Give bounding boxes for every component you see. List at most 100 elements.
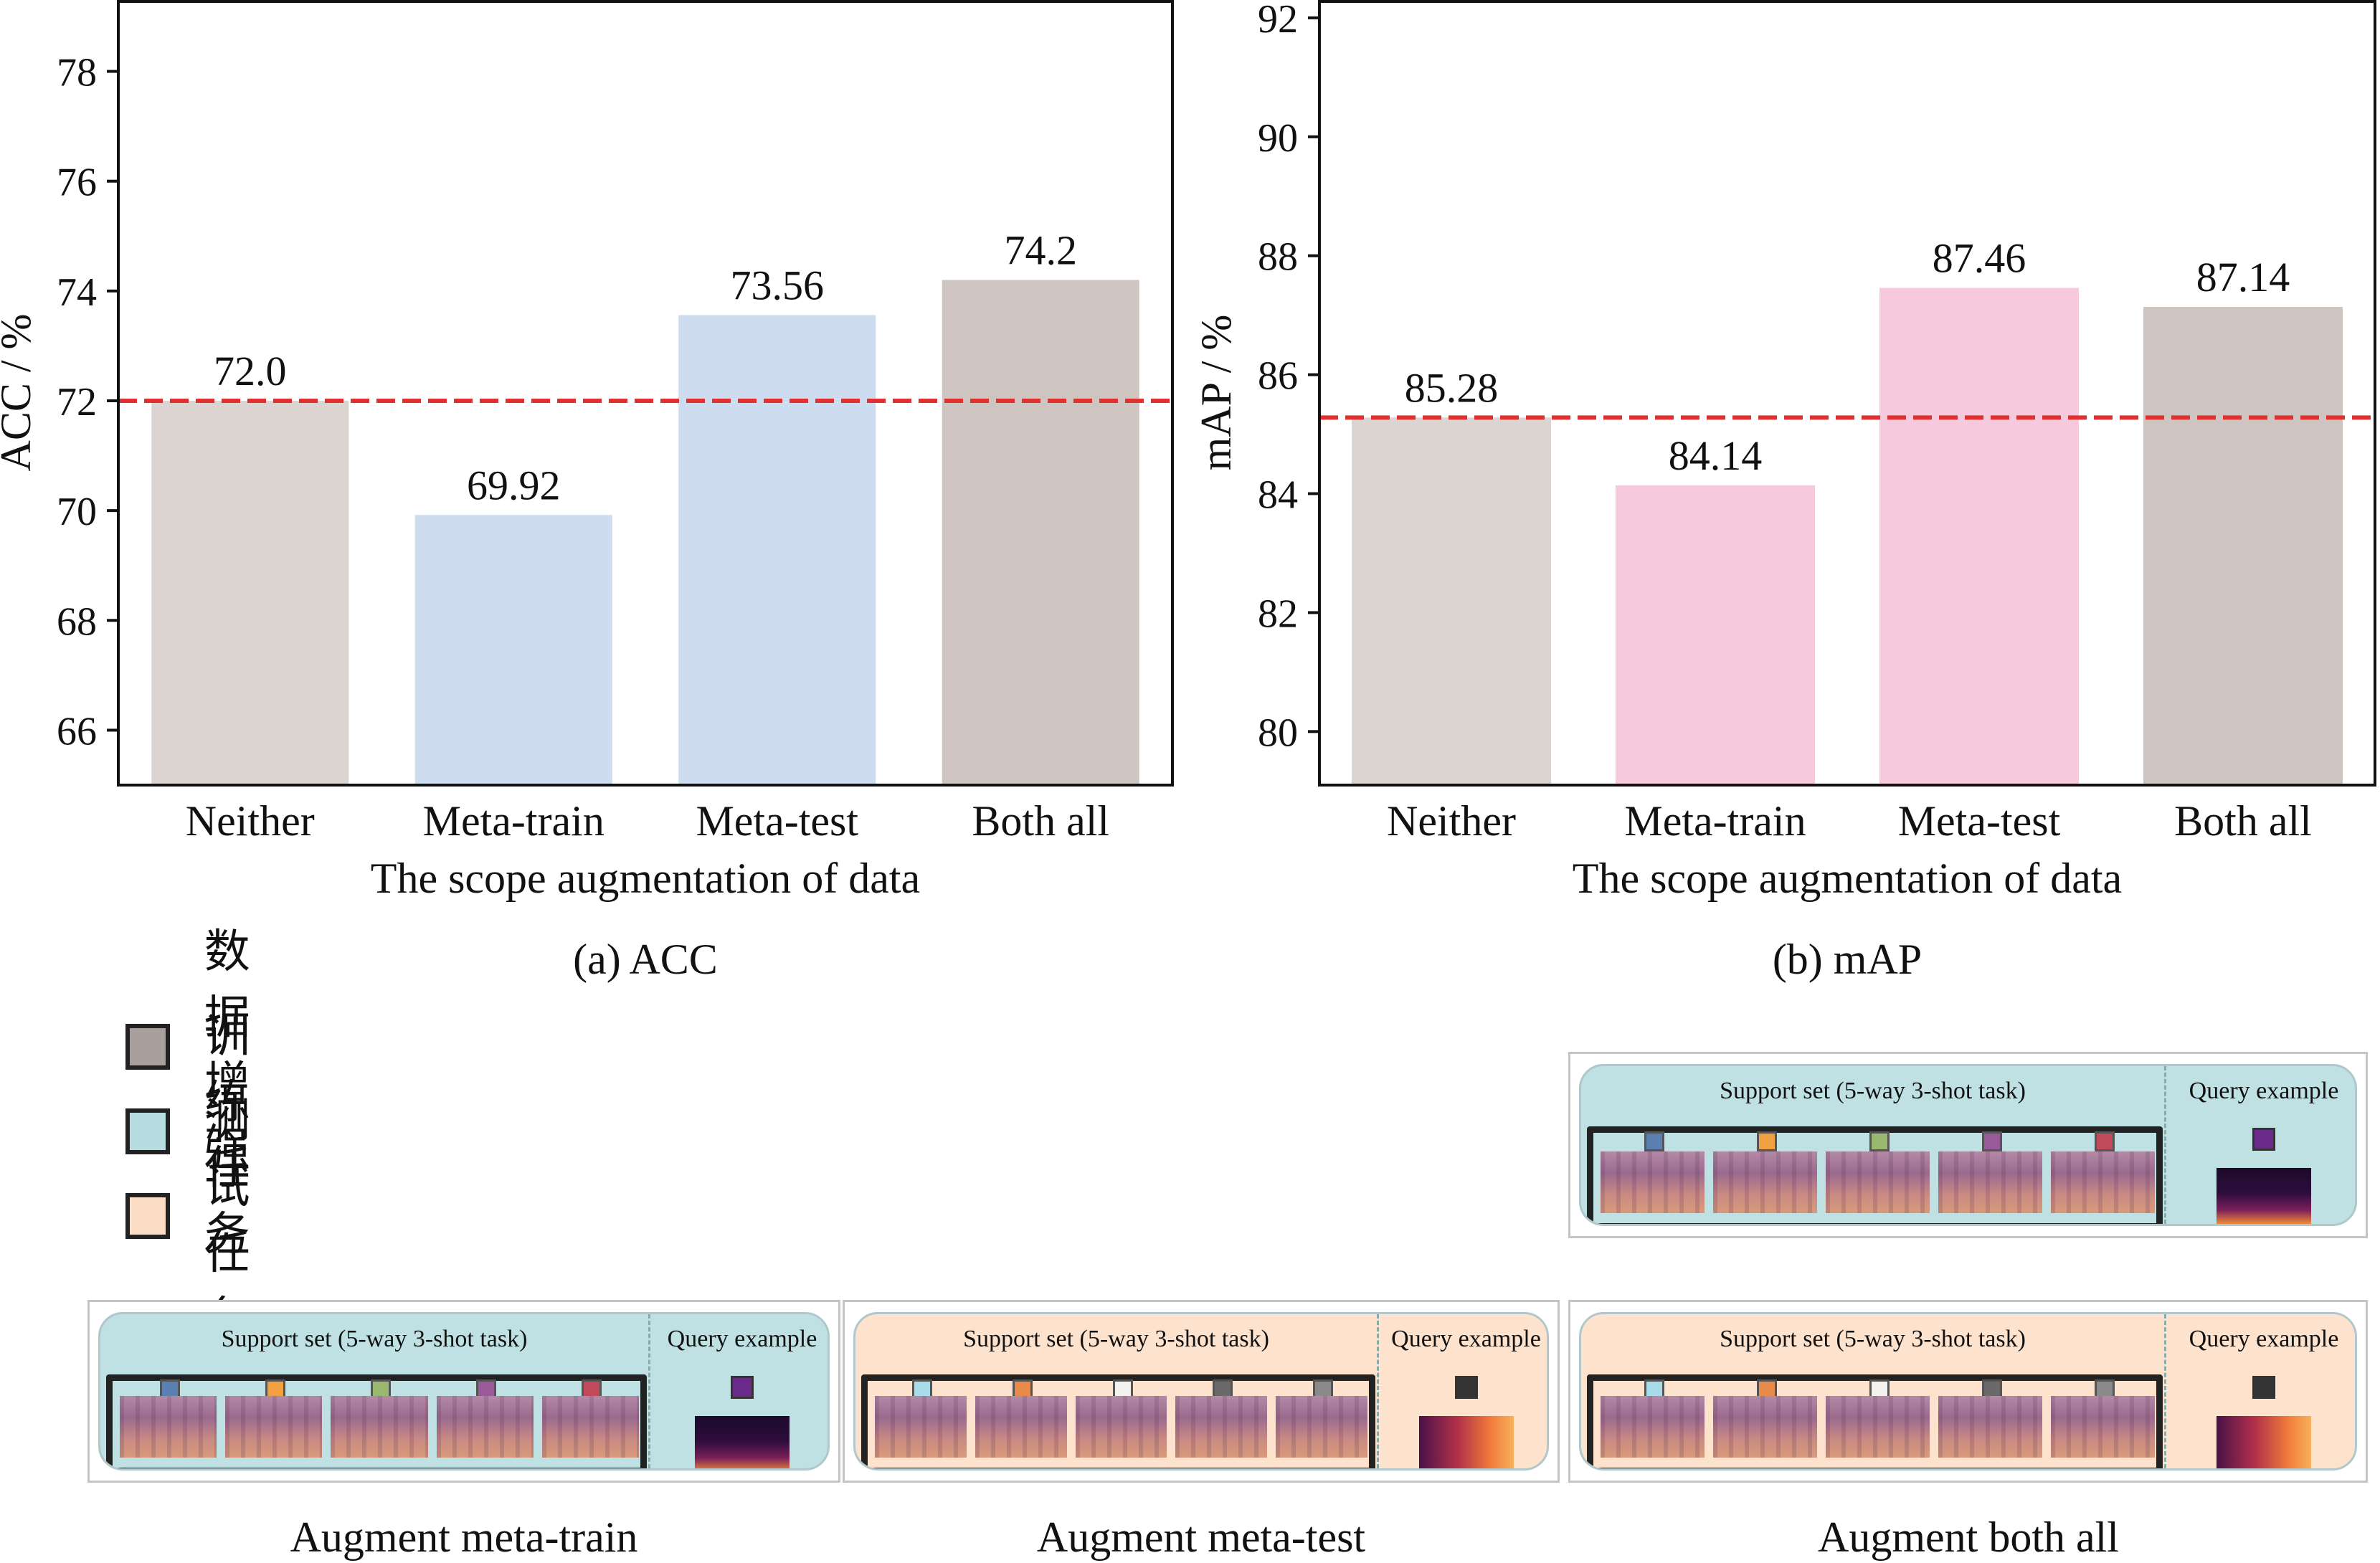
y-tick-label: 70 — [57, 490, 97, 534]
legend-label: 训练任务 — [204, 1010, 250, 1261]
support-set-box — [106, 1374, 647, 1468]
task-panel: Support set (5-way 3-shot task) Query exa… — [1568, 1300, 2368, 1483]
task-panel: Support set (5-way 3-shot task) Query exa… — [87, 1300, 840, 1483]
legend-item-test-task: 测试任务 — [125, 1095, 290, 1346]
task-panel: Support set (5-way 3-shot task) Query exa… — [1568, 1052, 2368, 1238]
bar-value-label: 85.28 — [1405, 364, 1499, 411]
class-chip — [1981, 1131, 2002, 1151]
support-set-box — [861, 1374, 1375, 1468]
query-example-title: Query example — [2189, 1078, 2339, 1104]
spectrogram-shot — [1601, 1396, 1705, 1458]
support-set-box — [1587, 1126, 2163, 1224]
x-tick-label: Both all — [972, 797, 1109, 845]
support-set-box — [1587, 1374, 2163, 1468]
spectrogram-shot — [1826, 1151, 1930, 1213]
y-tick-label: 76 — [57, 161, 97, 205]
y-tick-label: 72 — [57, 380, 97, 424]
plot-frame — [1318, 0, 2376, 787]
x-tick-label: Both all — [2174, 797, 2312, 845]
class-chip — [1756, 1131, 1777, 1151]
chart-caption: (b) mAP — [1773, 936, 1922, 983]
class-chip — [1869, 1131, 1890, 1151]
y-tick-label: 88 — [1258, 235, 1298, 280]
spectrogram-shot — [541, 1396, 640, 1458]
panel-divider — [1377, 1314, 1379, 1468]
bar — [2143, 307, 2343, 786]
panel-divider — [2164, 1314, 2166, 1468]
x-axis-label: The scope augmentation of data — [1573, 855, 2122, 902]
spectrogram-shot — [225, 1396, 323, 1458]
x-tick-label: Neither — [1387, 797, 1516, 845]
query-example-title: Query example — [2189, 1326, 2339, 1352]
x-tick-label: Meta-test — [1898, 797, 2061, 845]
bar — [678, 315, 876, 785]
y-tick-label: 78 — [57, 51, 97, 95]
y-tick-label: 82 — [1258, 592, 1298, 636]
query-spectrogram — [695, 1416, 790, 1468]
spectrogram-shot — [1713, 1396, 1817, 1458]
bar-value-label: 74.2 — [1005, 227, 1078, 274]
spectrogram-shot — [1938, 1396, 2042, 1458]
panel-body: Support set (5-way 3-shot task) Query exa… — [1579, 1064, 2357, 1226]
query-class-chip — [2252, 1376, 2275, 1399]
query-example-title: Query example — [1391, 1326, 1541, 1352]
query-class-chip — [2252, 1128, 2275, 1151]
bar-value-label: 73.56 — [731, 262, 825, 309]
spectrogram-shot — [1826, 1396, 1930, 1458]
class-chip — [1644, 1131, 1664, 1151]
spectrogram-shot — [1075, 1396, 1167, 1458]
spectrogram-shot — [1601, 1151, 1705, 1213]
query-spectrogram — [2217, 1168, 2311, 1224]
bar-value-label: 87.46 — [1933, 235, 2026, 282]
bar-value-label: 84.14 — [1669, 432, 1763, 479]
bar — [151, 400, 349, 785]
spectrogram-shot — [2051, 1151, 2155, 1213]
x-tick-label: Meta-train — [1624, 797, 1806, 845]
y-axis-label: mAP / % — [1193, 315, 1240, 471]
plot-frame — [117, 0, 1174, 787]
task-panel: Support set (5-way 3-shot task) Query exa… — [843, 1300, 1560, 1483]
legend-swatch — [125, 1193, 170, 1239]
legend-item-train-task: 训练任务 — [125, 1010, 290, 1261]
spectrogram-shot — [1175, 1396, 1268, 1458]
bar — [414, 515, 612, 785]
bar — [1352, 417, 1551, 785]
query-class-chip — [731, 1376, 754, 1399]
spectrogram-shot — [975, 1396, 1067, 1458]
support-set-title: Support set (5-way 3-shot task) — [221, 1326, 528, 1352]
panel-caption: Augment meta-test — [1036, 1514, 1366, 1561]
bar-value-label: 72.0 — [214, 348, 287, 394]
class-chip — [2094, 1131, 2115, 1151]
spectrogram-shot — [1276, 1396, 1367, 1458]
query-spectrogram — [2217, 1416, 2311, 1468]
panel-divider — [2164, 1066, 2166, 1224]
spectrogram-shot — [1713, 1151, 1817, 1213]
spectrogram-shot — [436, 1396, 534, 1458]
legend-label: 数据增强 — [204, 926, 250, 1177]
y-tick-label: 92 — [1258, 0, 1298, 42]
support-set-title: Support set (5-way 3-shot task) — [963, 1326, 1269, 1352]
panel-caption: Augment meta-train — [290, 1514, 638, 1561]
x-tick-label: Meta-test — [696, 797, 858, 845]
panel-caption: Augment both all — [1818, 1514, 2119, 1561]
chart-caption: (a) ACC — [573, 936, 718, 983]
support-set-title: Support set (5-way 3-shot task) — [1720, 1326, 2026, 1352]
y-tick-label: 80 — [1258, 711, 1298, 755]
spectrogram-shot — [331, 1396, 428, 1458]
query-class-chip — [1454, 1376, 1478, 1399]
spectrogram-shot — [1938, 1151, 2042, 1213]
bar-charts: 72.0 Neither 69.92 Meta-train 73.56 Meta-test… — [0, 0, 2376, 983]
x-tick-label: Meta-train — [423, 797, 605, 845]
spectrogram-shot — [120, 1396, 217, 1458]
panel-divider — [648, 1314, 650, 1468]
legend-item-augmentation: 数据增强 — [125, 926, 290, 1177]
y-tick-label: 90 — [1258, 116, 1298, 161]
y-tick-label: 66 — [57, 709, 97, 754]
bar — [942, 280, 1139, 785]
query-spectrogram — [1418, 1416, 1514, 1468]
y-tick-label: 84 — [1258, 473, 1298, 518]
bar — [1879, 288, 2079, 785]
spectrogram-shot — [875, 1396, 967, 1458]
y-axis-label: ACC / % — [0, 313, 39, 471]
y-tick-label: 86 — [1258, 354, 1298, 399]
